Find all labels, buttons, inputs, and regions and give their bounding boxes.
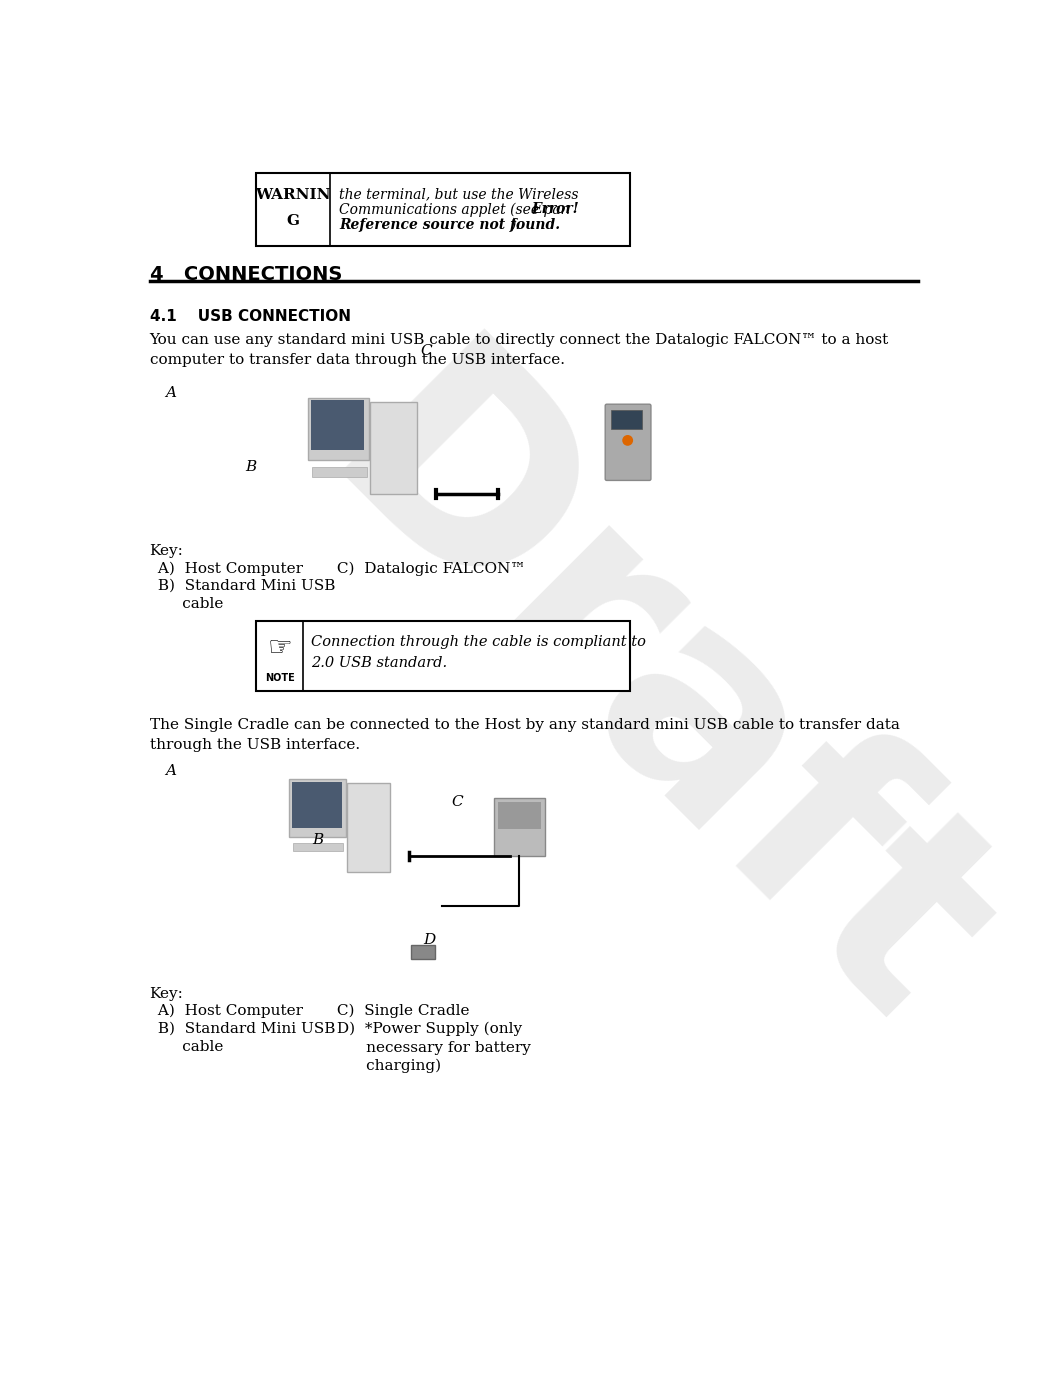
Text: WARNIN: WARNIN	[255, 188, 331, 202]
Text: NOTE: NOTE	[264, 672, 295, 683]
Text: C)  Single Cradle: C) Single Cradle	[332, 1004, 469, 1019]
Bar	[293, 844, 344, 851]
Text: ☞: ☞	[268, 635, 293, 663]
Text: Key:: Key:	[150, 987, 183, 1001]
Text: The Single Cradle can be connected to the Host by any standard mini USB cable to: The Single Cradle can be connected to th…	[150, 718, 899, 752]
Text: A: A	[166, 387, 176, 401]
Text: 4.1    USB CONNECTION: 4.1 USB CONNECTION	[150, 309, 351, 324]
Text: Connection through the cable is compliant to
2.0 USB standard.: Connection through the cable is complian…	[310, 635, 645, 670]
Bar	[256, 621, 630, 690]
Bar	[499, 802, 541, 830]
Text: G: G	[286, 214, 300, 228]
Text: A: A	[166, 764, 176, 778]
Text: Key:: Key:	[150, 544, 183, 558]
Bar	[256, 173, 630, 246]
Text: B)  Standard Mini USB
      cable: B) Standard Mini USB cable	[153, 579, 336, 611]
Bar	[312, 468, 366, 476]
Bar	[611, 409, 641, 429]
Bar	[371, 402, 416, 494]
Text: B: B	[245, 459, 256, 473]
Text: ).: ).	[510, 219, 519, 232]
Text: A)  Host Computer: A) Host Computer	[153, 1004, 303, 1019]
Bar	[347, 784, 389, 871]
Text: 4   CONNECTIONS: 4 CONNECTIONS	[150, 264, 341, 284]
Bar	[308, 398, 369, 459]
Text: B: B	[312, 832, 324, 848]
Text: Draft: Draft	[273, 322, 1036, 1084]
Bar	[289, 780, 346, 837]
Text: Reference source not found.: Reference source not found.	[339, 219, 560, 232]
Text: D)  *Power Supply (only
       necessary for battery
       charging): D) *Power Supply (only necessary for bat…	[332, 1022, 531, 1073]
FancyBboxPatch shape	[605, 404, 651, 480]
Text: C: C	[421, 344, 432, 358]
Bar	[494, 799, 544, 856]
Text: You can use any standard mini USB cable to directly connect the Datalogic FALCON: You can use any standard mini USB cable …	[150, 333, 889, 367]
Text: B)  Standard Mini USB
      cable: B) Standard Mini USB cable	[153, 1022, 336, 1054]
Text: Communications applet (see par.: Communications applet (see par.	[339, 202, 575, 217]
Bar	[293, 781, 341, 828]
Text: Error!: Error!	[532, 202, 580, 217]
Circle shape	[623, 434, 633, 445]
Text: C: C	[452, 795, 463, 809]
Text: A)  Host Computer: A) Host Computer	[153, 561, 303, 576]
Text: the terminal, but use the Wireless: the terminal, but use the Wireless	[339, 187, 579, 200]
Bar	[311, 401, 364, 450]
Text: C)  Datalogic FALCON™: C) Datalogic FALCON™	[332, 561, 526, 576]
Text: D: D	[423, 933, 435, 947]
Bar	[411, 945, 435, 959]
